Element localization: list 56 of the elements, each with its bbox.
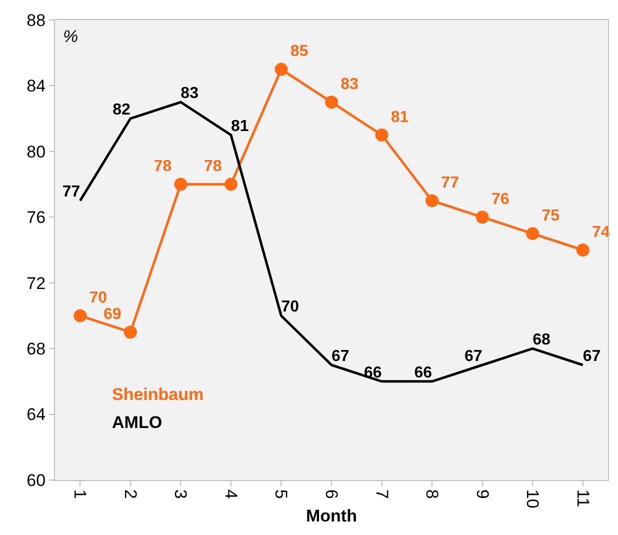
line-series [78, 100, 584, 383]
data-label: 70 [89, 290, 108, 307]
x-tick-label: 8 [422, 489, 442, 499]
data-label: 82 [112, 102, 131, 119]
x-tick-label: 5 [272, 489, 291, 499]
point [174, 178, 188, 191]
data-label: 66 [414, 364, 432, 382]
x-tick-label: 4 [221, 489, 240, 499]
data-label: 77 [62, 184, 80, 201]
data-label: 67 [332, 348, 350, 365]
data-label: 83 [180, 85, 199, 102]
y-tick-label: 64 [26, 405, 46, 424]
y-tick-label: 80 [26, 142, 46, 162]
point [124, 326, 137, 339]
y-tick-label: 60 [26, 470, 46, 490]
data-label: 83 [340, 76, 359, 94]
x-axis-title: Month [306, 506, 357, 526]
data-label: 85 [290, 43, 308, 60]
data-label: 81 [230, 118, 249, 135]
data-label: 81 [390, 108, 409, 126]
data-label: 77 [441, 174, 460, 192]
data-label: 68 [532, 332, 550, 349]
y-tick-label: 88 [26, 10, 46, 30]
y-tick-label: 72 [26, 274, 46, 293]
x-tick-label: 2 [120, 489, 140, 499]
data-label: 78 [204, 158, 222, 176]
data-label: 70 [281, 298, 300, 316]
point [576, 244, 590, 256]
point [74, 309, 87, 322]
data-label: 76 [491, 191, 510, 208]
point [526, 227, 540, 240]
point [274, 62, 288, 76]
x-tick-label: 9 [472, 489, 492, 499]
x-tick-label: 11 [573, 489, 592, 508]
text: Sheinbaum [112, 385, 204, 404]
y-tick-label: 68 [26, 340, 46, 359]
x-tick-label: 3 [171, 489, 190, 499]
point [426, 194, 439, 208]
x-tick-label: 10 [523, 489, 542, 508]
point [224, 178, 238, 191]
y-tick-label: 84 [26, 76, 46, 96]
x-tick-label: 6 [322, 489, 341, 499]
data-label: 74 [592, 224, 610, 241]
data-label: 69 [103, 306, 122, 324]
annotation: % [63, 27, 78, 46]
point [375, 128, 388, 142]
data-label: 75 [542, 207, 560, 224]
x-tick-label: 1 [70, 489, 90, 499]
x-tick-label: 7 [372, 489, 392, 499]
point [476, 210, 489, 224]
y-tick-label: 76 [26, 208, 46, 228]
text: AMLO [112, 413, 162, 432]
point [325, 96, 338, 109]
data-label: 67 [464, 348, 482, 365]
data-label: 67 [582, 348, 601, 365]
data-label: 78 [154, 158, 172, 176]
